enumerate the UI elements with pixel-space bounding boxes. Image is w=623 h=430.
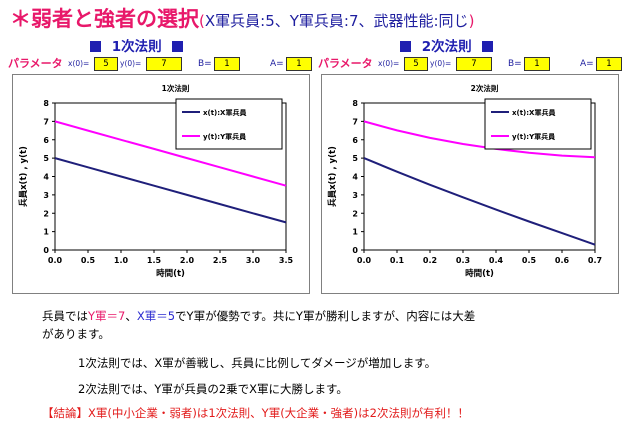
x-tick-label: 1.0 [114, 256, 129, 265]
x-tick-label: 0.5 [522, 256, 537, 265]
x-axis-label: 時間(t) [465, 268, 494, 279]
y-tick-label: 3 [43, 191, 49, 200]
body-y-count: Y軍＝7 [88, 309, 126, 323]
y-tick-label: 4 [352, 173, 358, 182]
legend-label: y(t):Y軍兵員 [203, 132, 247, 141]
body-line-3: 1次法則では、X軍が善戦し、兵員に比例してダメージが増加します。 [78, 356, 437, 370]
chart-1st-law: 1次法則 0 1 2 3 4 5 6 7 8 0.0 0.5 1.0 1.5 2.0 2.5 3.0 3.5 時間(… [12, 74, 310, 294]
y-tick-label: 3 [352, 191, 358, 200]
x-tick-label: 0.6 [555, 256, 570, 265]
y0-label: y(0)= [120, 59, 142, 68]
y-tick-label: 2 [352, 209, 358, 218]
chart-1st-law-svg: 1次法則 0 1 2 3 4 5 6 7 8 0.0 0.5 1.0 1.5 2.0 2.5 3.0 3.5 時間(… [18, 83, 294, 279]
x0-label: x(0)= [378, 59, 400, 68]
body-x-count: X軍＝5 [136, 309, 176, 323]
chart-title: 2次法則 [471, 83, 499, 93]
a-input[interactable]: 1 [286, 57, 312, 71]
title-subtitle: X軍兵員:5、Y軍兵員:7、武器性能:同じ [204, 12, 469, 30]
x-tick-label: 3.5 [279, 256, 294, 265]
conclusion-text: 【結論】X軍(中小企業・弱者)は1次法則、Y軍(大企業・強者)は2次法則が有利！… [42, 406, 469, 420]
x-tick-label: 1.5 [147, 256, 162, 265]
body-line-1: 兵員ではY軍＝7、X軍＝5でY軍が優勢です。共にY軍が勝利しますが、内容には大差 [42, 308, 475, 325]
chart-title: 1次法則 [162, 83, 190, 93]
y-tick-label: 5 [352, 154, 358, 163]
x0-input[interactable]: 5 [94, 57, 118, 71]
y-axis-label: 兵員x(t) , y(t) [327, 146, 338, 207]
legend-box [175, 98, 283, 150]
law-header-2: 2次法則 [400, 35, 494, 55]
y-tick-label: 1 [352, 228, 358, 237]
law-header-2-label: 2次法則 [421, 39, 472, 55]
chart-2nd-law: 2次法則 0 1 2 3 4 5 6 7 8 0.0 0.1 0.2 0.3 0.4 0.5 0.6 0.7 時間(… [321, 74, 619, 294]
y-tick-label: 1 [43, 228, 49, 237]
law-header-1-label: 1次法則 [111, 39, 162, 55]
title-paren-close: ) [468, 12, 475, 30]
series-line-y [363, 120, 596, 159]
body-line-1-b: でY軍が優勢です。共にY軍が勝利しますが、内容には大差 [175, 309, 476, 323]
y-tick-label: 8 [43, 99, 49, 108]
title-paren-open: ( [199, 12, 205, 30]
x-tick-label: 0.0 [357, 256, 372, 265]
x-tick-label: 2.0 [180, 256, 195, 265]
title-main: ＊弱者と強者の選択 [10, 7, 199, 31]
square-bullet-icon [400, 41, 411, 52]
x-tick-label: 0.4 [489, 256, 504, 265]
x-axis-label: 時間(t) [156, 268, 185, 279]
param-row-2: パラメータ x(0)= 5 y(0)= 7 B= 1 A= 1 [318, 56, 622, 72]
b-label: B= [508, 59, 522, 69]
x0-label: x(0)= [68, 59, 90, 68]
y-tick-label: 6 [352, 136, 358, 145]
b-label: B= [198, 59, 212, 69]
y0-input[interactable]: 7 [456, 57, 492, 71]
x-tick-label: 2.5 [213, 256, 228, 265]
y-tick-label: 0 [352, 246, 358, 255]
y-tick-label: 4 [43, 173, 49, 182]
x-tick-label: 3.0 [246, 256, 261, 265]
x-tick-label: 0.1 [390, 256, 405, 265]
x-tick-label: 0.7 [588, 256, 602, 265]
square-bullet-icon [172, 41, 184, 52]
y-tick-label: 6 [43, 136, 49, 145]
x-tick-label: 0.5 [81, 256, 96, 265]
chart-2nd-law-svg: 2次法則 0 1 2 3 4 5 6 7 8 0.0 0.1 0.2 0.3 0.4 0.5 0.6 0.7 時間(… [327, 83, 602, 279]
x-tick-label: 0.3 [456, 256, 470, 265]
param-row-1: パラメータ x(0)= 5 y(0)= 7 B= 1 A= 1 [8, 56, 312, 72]
y-axis-label: 兵員x(t) , y(t) [18, 146, 29, 207]
legend-box [484, 98, 592, 150]
b-input[interactable]: 1 [214, 57, 240, 71]
page-title: ＊弱者と強者の選択(X軍兵員:5、Y軍兵員:7、武器性能:同じ) [10, 6, 474, 34]
legend-label: x(t):X軍兵員 [203, 108, 247, 117]
param-label: パラメータ [8, 57, 63, 70]
y-tick-label: 7 [43, 117, 49, 126]
series-line-x [54, 157, 287, 224]
series-line-x [363, 157, 596, 246]
a-input[interactable]: 1 [596, 57, 622, 71]
law-header-1: 1次法則 [90, 35, 184, 55]
param-label: パラメータ [318, 57, 373, 70]
x-tick-label: 0.0 [48, 256, 63, 265]
body-line-4: 2次法則では、Y軍が兵員の2乗でX軍に大勝します。 [78, 382, 348, 396]
y-tick-label: 7 [352, 117, 358, 126]
y-tick-label: 2 [43, 209, 49, 218]
series-line-y [54, 120, 287, 187]
body-line-1-sep: 、 [125, 309, 137, 323]
a-label: A= [580, 59, 594, 69]
a-label: A= [270, 59, 284, 69]
body-line-2: があります。 [42, 327, 110, 341]
y0-input[interactable]: 7 [146, 57, 182, 71]
square-bullet-icon [482, 41, 494, 52]
y0-label: y(0)= [430, 59, 452, 68]
x-tick-label: 0.2 [423, 256, 437, 265]
y-tick-label: 0 [43, 246, 49, 255]
legend-label: y(t):Y軍兵員 [512, 132, 556, 141]
square-bullet-icon [90, 41, 101, 52]
legend-label: x(t):X軍兵員 [512, 108, 556, 117]
b-input[interactable]: 1 [524, 57, 550, 71]
body-line-1-a: 兵員では [42, 309, 88, 323]
y-tick-label: 8 [352, 99, 358, 108]
y-tick-label: 5 [43, 154, 49, 163]
x0-input[interactable]: 5 [404, 57, 428, 71]
